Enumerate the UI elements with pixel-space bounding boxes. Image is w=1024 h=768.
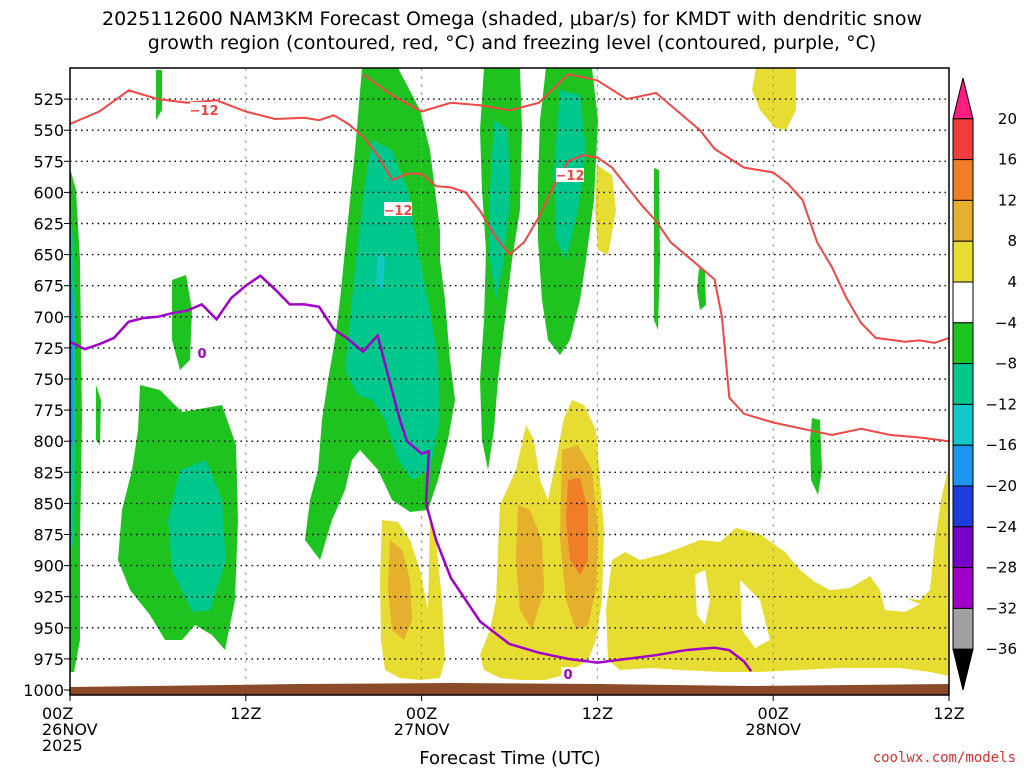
pressure-tick-label: 525: [33, 90, 64, 109]
colorbar-label: 16: [998, 151, 1017, 169]
pressure-tick-label: 825: [33, 463, 64, 482]
pressure-tick-label: 650: [33, 246, 64, 265]
colorbar-label: 12: [998, 191, 1017, 209]
pressure-gridlines: [70, 98, 949, 660]
colorbar-swatch: [952, 199, 974, 242]
omega-region-ascent: [697, 268, 706, 310]
time-tick-label: 12Z: [582, 704, 613, 723]
pressure-tick-label: 750: [33, 370, 64, 389]
pressure-tick-label: 625: [33, 215, 64, 234]
omega-region-ascent: [376, 250, 385, 290]
x-axis-label: Forecast Time (UTC): [419, 748, 600, 768]
omega-gap: [880, 590, 920, 612]
time-tick-label: 00Z: [758, 704, 789, 723]
ground-terrain-strip: [70, 683, 949, 695]
colorbar-swatch: [952, 567, 974, 609]
colorbar-label: 20: [998, 110, 1017, 128]
colorbar-label: −20: [985, 477, 1017, 495]
pressure-tick-label: 900: [33, 557, 64, 576]
omega-region-descent: [606, 470, 949, 676]
omega-region-ascent: [490, 120, 510, 300]
time-tick-label: 27NOV: [394, 720, 450, 739]
colorbar-label: −36: [985, 640, 1017, 658]
red-contour-label: −12: [384, 204, 413, 219]
pressure-axis: 525 550 575 600 625 650 675 700 725 750 775 800 825 8…: [23, 90, 70, 700]
pressure-tick-label: 950: [33, 619, 64, 638]
omega-region-ascent: [168, 460, 226, 612]
colorbar-swatch: [952, 526, 974, 569]
omega-shading: [70, 68, 949, 680]
colorbar-label: −8: [995, 355, 1017, 373]
credit-text: coolwx.com/models: [873, 750, 1016, 766]
dendritic-growth-contour-lower: [70, 89, 949, 443]
pressure-tick-label: 725: [33, 339, 64, 358]
time-tick-label: 26NOV: [42, 720, 98, 739]
purple-contour-label: 0: [197, 347, 206, 362]
pressure-tick-label: 575: [33, 152, 64, 171]
freezing-level-contour: [70, 274, 753, 673]
time-tick-label: 12Z: [230, 704, 261, 723]
contour-labels: −12 −12 −12 0 0: [190, 102, 585, 683]
colorbar-end-triangle: [952, 77, 974, 120]
omega-region-descent: [566, 478, 588, 575]
omega-region-descent: [595, 165, 616, 255]
omega-region-ascent: [810, 418, 822, 495]
time-tick-label: 00Z: [406, 704, 437, 723]
colorbar-label: 8: [1007, 232, 1017, 250]
pressure-tick-label: 875: [33, 526, 64, 545]
time-tick-label: 00Z: [42, 704, 73, 723]
colorbar-swatch: [952, 485, 974, 528]
pressure-tick-label: 775: [33, 401, 64, 420]
pressure-tick-label: 925: [33, 588, 64, 607]
omega-region-ascent: [156, 70, 162, 120]
pressure-tick-label: 975: [33, 650, 64, 669]
omega-region-ascent: [654, 168, 660, 330]
red-contour-label: −12: [556, 169, 585, 184]
colorbar-swatch: [952, 159, 974, 201]
colorbar-label: 4: [1007, 273, 1017, 291]
time-tick-label: 2025: [42, 736, 83, 755]
colorbar-swatch: [952, 444, 974, 487]
purple-contour-label: 0: [563, 668, 572, 683]
omega-colorbar: 20 16 12 8 4 −4 −8 −12 −16 −20 −24 −28 −32 −36: [952, 77, 1017, 691]
colorbar-swatch: [952, 403, 974, 446]
chart-title-line-2: growth region (contoured, red, °C) and f…: [147, 32, 877, 54]
colorbar-swatch: [952, 240, 974, 283]
colorbar-label: −28: [985, 559, 1017, 577]
colorbar-swatch: [952, 607, 974, 650]
colorbar-label: −24: [985, 518, 1017, 536]
colorbar-label: −32: [985, 599, 1017, 617]
pressure-tick-label: 850: [33, 494, 64, 513]
plot-frame: [69, 67, 950, 696]
omega-region-descent: [516, 505, 544, 630]
colorbar-swatch: [952, 363, 974, 405]
colorbar-label: −4: [995, 314, 1017, 332]
red-contour-label: −12: [190, 104, 219, 119]
pressure-tick-label: 700: [33, 308, 64, 327]
time-tick-label: 28NOV: [745, 720, 801, 739]
chart-title-line-1: 2025112600 NAM3KM Forecast Omega (shaded…: [102, 8, 922, 30]
pressure-tick-label: 1000: [23, 681, 64, 700]
omega-region-ascent: [96, 385, 101, 445]
pressure-tick-label: 800: [33, 432, 64, 451]
dendritic-growth-contour-upper: [362, 73, 949, 344]
omega-region-ascent: [345, 140, 440, 480]
time-tick-label: 12Z: [933, 704, 964, 723]
colorbar-end-triangle: [952, 648, 974, 691]
colorbar-swatch: [952, 322, 974, 365]
omega-region-ascent: [172, 275, 192, 370]
colorbar-label: −12: [985, 395, 1017, 413]
pressure-tick-label: 550: [33, 121, 64, 140]
colorbar-swatch: [952, 118, 974, 161]
omega-gap: [695, 570, 710, 625]
colorbar-label: −16: [985, 436, 1017, 454]
pressure-tick-label: 675: [33, 277, 64, 296]
pressure-tick-label: 600: [33, 183, 64, 202]
colorbar-swatch: [952, 281, 974, 324]
